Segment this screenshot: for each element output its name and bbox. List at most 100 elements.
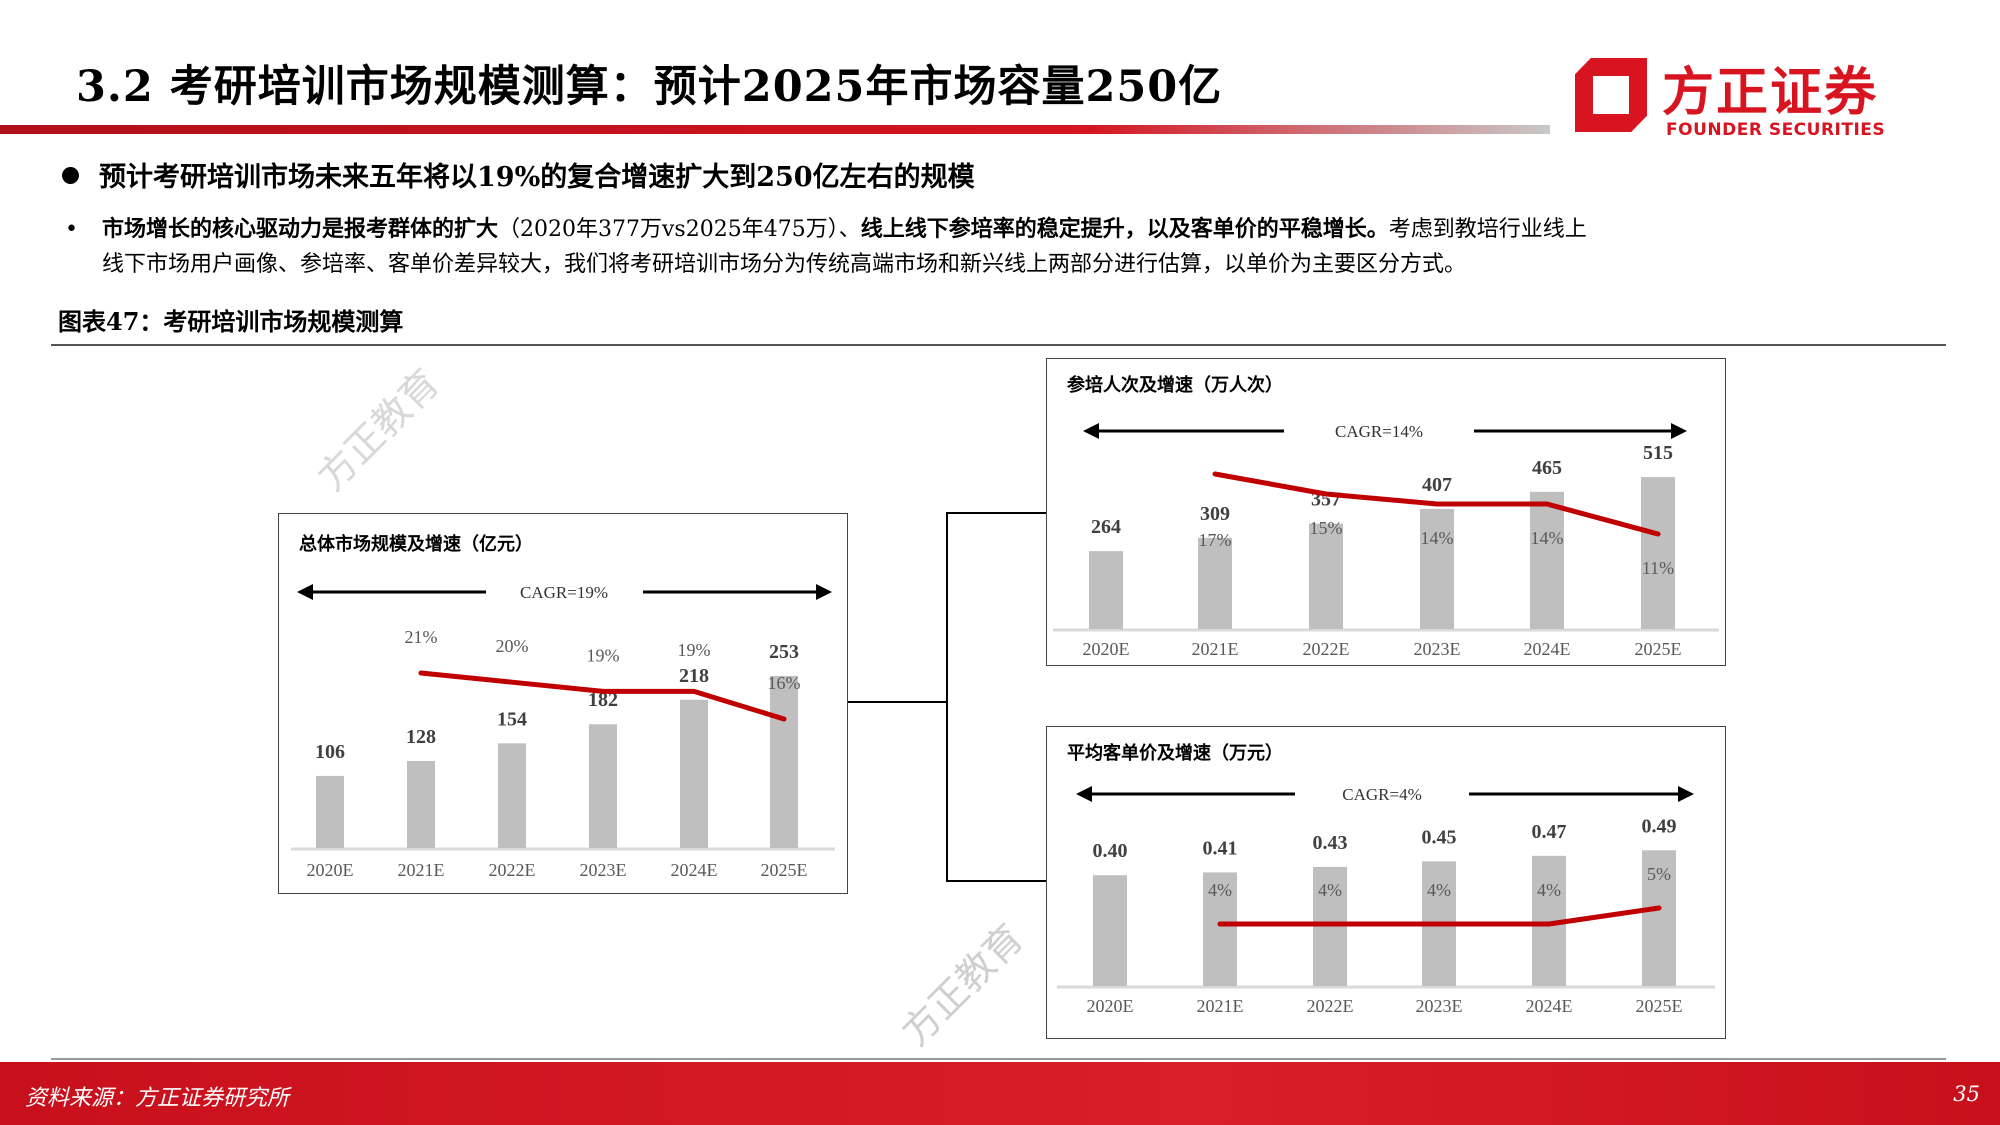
x-tick-label: 2024E	[1526, 996, 1573, 1016]
x-tick-label: 2025E	[1636, 996, 1683, 1016]
main-bullet: 预计考研培训市场未来五年将以19%的复合增速扩大到250亿左右的规模	[62, 155, 975, 194]
x-tick-label: 2020E	[1083, 639, 1130, 659]
x-tick-label: 2024E	[1524, 639, 1571, 659]
bar	[1198, 537, 1232, 629]
founder-securities-logo: 方正证券 FOUNDER SECURITIES	[1570, 50, 1900, 145]
connector-line	[848, 701, 946, 703]
chart-title: 平均客单价及增速（万元）	[1067, 742, 1283, 764]
growth-label: 4%	[1427, 880, 1451, 900]
growth-label: 11%	[1642, 558, 1674, 578]
logo-text-en: FOUNDER SECURITIES	[1666, 120, 1886, 140]
bar	[1642, 850, 1676, 986]
footer-band	[0, 1062, 2000, 1125]
page-title: 3.2 考研培训市场规模测算：预计2025年市场容量250亿	[76, 62, 1223, 112]
growth-label: 4%	[1537, 880, 1561, 900]
growth-label: 19%	[587, 645, 620, 665]
growth-label: 21%	[405, 627, 438, 647]
growth-line	[1217, 905, 1662, 927]
title-divider	[0, 125, 1550, 134]
growth-label: 17%	[1199, 530, 1232, 550]
para-bold-2: 线上线下参培率的稳定提升，以及客单价的平稳增长。	[860, 216, 1389, 242]
x-tick-label: 2025E	[761, 860, 808, 880]
bullet-dot-icon	[62, 167, 79, 184]
x-tick-label: 2021E	[1192, 639, 1239, 659]
x-tick-label: 2023E	[1416, 996, 1463, 1016]
growth-label: 14%	[1531, 528, 1564, 548]
caption-divider	[51, 344, 1946, 346]
chart-title: 参培人次及增速（万人次）	[1067, 374, 1283, 396]
bar	[1089, 551, 1123, 629]
bar	[1530, 491, 1564, 629]
bar	[1203, 872, 1237, 986]
watermark: 方正教育	[309, 360, 448, 500]
footer-divider	[51, 1058, 1946, 1060]
figure-caption: 图表47：考研培训市场规模测算	[58, 307, 404, 336]
x-tick-label: 2020E	[1087, 996, 1134, 1016]
bar	[589, 724, 617, 848]
x-tick-label: 2021E	[398, 860, 445, 880]
bar-value-label: 0.47	[1532, 821, 1567, 843]
cagr-label: CAGR=4%	[1342, 785, 1421, 804]
growth-label: 4%	[1318, 880, 1342, 900]
logo-mark-icon	[1575, 58, 1647, 132]
bar-value-label: 0.49	[1642, 815, 1677, 837]
arrow-left-icon	[1076, 786, 1092, 802]
chart-title: 总体市场规模及增速（亿元）	[299, 533, 533, 555]
bar-value-label: 182	[588, 689, 618, 711]
logo-text-cn: 方正证券	[1662, 63, 1879, 123]
x-tick-label: 2021E	[1197, 996, 1244, 1016]
growth-label: 14%	[1421, 528, 1454, 548]
page-number: 35	[1953, 1082, 1980, 1106]
growth-line	[1212, 471, 1661, 537]
bar-value-label: 253	[769, 641, 799, 663]
bar	[316, 775, 344, 848]
cagr-label: CAGR=14%	[1335, 422, 1423, 441]
connector-line	[946, 880, 1046, 882]
connector-line	[946, 512, 948, 882]
chart-avg-price: 平均客单价及增速（万元） CAGR=4% 0.40 2020E 0.41 2021E 4% 0…	[1046, 726, 1726, 1039]
bar-value-label: 465	[1532, 457, 1562, 479]
x-tick-label: 2025E	[1635, 639, 1682, 659]
bar-value-label: 264	[1091, 516, 1121, 538]
arrow-right-icon	[1678, 786, 1694, 802]
main-bullet-text: 预计考研培训市场未来五年将以19%的复合增速扩大到250亿左右的规模	[99, 162, 975, 193]
bullet-small-icon: •	[58, 217, 78, 242]
bar-value-label: 515	[1643, 442, 1673, 464]
growth-label: 15%	[1310, 518, 1343, 538]
x-tick-label: 2023E	[1414, 639, 1461, 659]
x-tick-label: 2022E	[489, 860, 536, 880]
para-bold-1: 市场增长的核心驱动力是报考群体的扩大	[102, 216, 499, 242]
chart-market-size: 总体市场规模及增速（亿元） CAGR=19% 106 2020E 128 2021E 21%…	[278, 513, 848, 894]
cagr-label: CAGR=19%	[520, 583, 608, 602]
growth-label: 5%	[1647, 864, 1671, 884]
para-normal-1: （2020年377万vs2025年475万）、	[498, 217, 861, 242]
x-tick-label: 2022E	[1303, 639, 1350, 659]
arrow-left-icon	[297, 584, 313, 600]
description-paragraph: • 市场增长的核心驱动力是报考群体的扩大（2020年377万vs2025年475万…	[58, 212, 1958, 282]
bar	[1309, 523, 1343, 629]
growth-label: 16%	[768, 673, 801, 693]
bar-value-label: 309	[1200, 503, 1230, 525]
para-normal-2: 考虑到教培行业线上	[1388, 217, 1587, 242]
bar	[680, 699, 708, 848]
bar-value-label: 0.40	[1093, 840, 1128, 862]
bar-value-label: 218	[679, 665, 709, 687]
x-tick-label: 2024E	[671, 860, 718, 880]
arrow-right-icon	[1671, 423, 1687, 439]
bar	[770, 675, 798, 848]
source-note: 资料来源：方正证券研究所	[25, 1086, 290, 1111]
bar-value-label: 0.43	[1313, 832, 1348, 854]
watermark: 方正教育	[893, 915, 1032, 1055]
bar-value-label: 154	[497, 708, 527, 730]
chart-svg: 平均客单价及增速（万元） CAGR=4% 0.40 2020E 0.41 2021E 4% 0…	[1057, 742, 1715, 1016]
chart-svg: 总体市场规模及增速（亿元） CAGR=19% 106 2020E 128 2021E 21%…	[291, 533, 835, 880]
bar-value-label: 0.41	[1203, 837, 1238, 859]
bar	[407, 760, 435, 848]
chart-svg: 参培人次及增速（万人次）CAGR=14%2642020E3092021E17%3…	[1053, 374, 1719, 659]
para-line-2: 线下市场用户画像、参培率、客单价差异较大，我们将考研培训市场分为传统高端市场和新…	[102, 252, 1467, 277]
bar	[1641, 477, 1675, 629]
bar-value-label: 407	[1422, 474, 1452, 496]
bar-value-label: 106	[315, 741, 345, 763]
bar	[1093, 875, 1127, 986]
growth-label: 19%	[678, 640, 711, 660]
